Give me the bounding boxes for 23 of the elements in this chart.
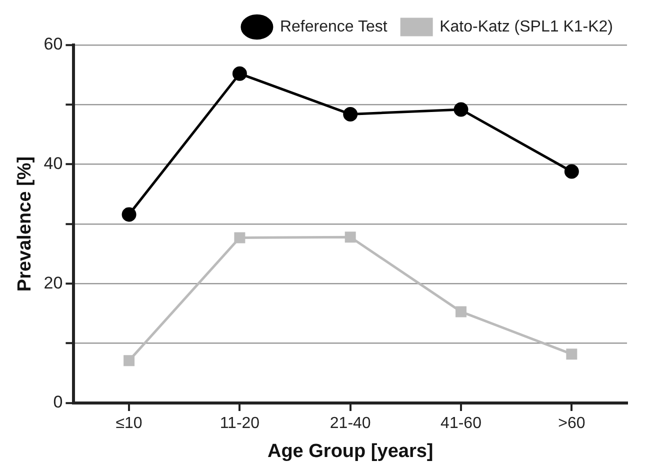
y-tick-label: 0 [53, 392, 63, 412]
y-tick-label: 20 [44, 273, 63, 292]
x-tick-label: >60 [558, 415, 586, 432]
x-tick-label: 21-40 [330, 415, 371, 432]
point [344, 232, 356, 243]
point [122, 207, 136, 222]
point [124, 355, 135, 366]
point [343, 106, 358, 122]
point [232, 66, 247, 81]
legend-label: Kato-Katz (SPL1 K1-K2) [440, 18, 614, 36]
x-tick-label: ≤10 [116, 415, 142, 432]
x-tick-label: 11-20 [220, 415, 260, 432]
point [454, 102, 468, 117]
point [564, 164, 579, 179]
y-axis-title: Prevalence [%] [14, 156, 36, 292]
y-tick-label: 60 [44, 34, 63, 54]
point [566, 348, 578, 360]
point [234, 232, 246, 244]
point [456, 306, 467, 318]
legend-label: Reference Test [280, 18, 388, 36]
x-tick-label: 41-60 [440, 415, 482, 432]
x-axis-title: Age Group [years] [267, 440, 434, 462]
y-tick-label: 40 [44, 154, 63, 174]
